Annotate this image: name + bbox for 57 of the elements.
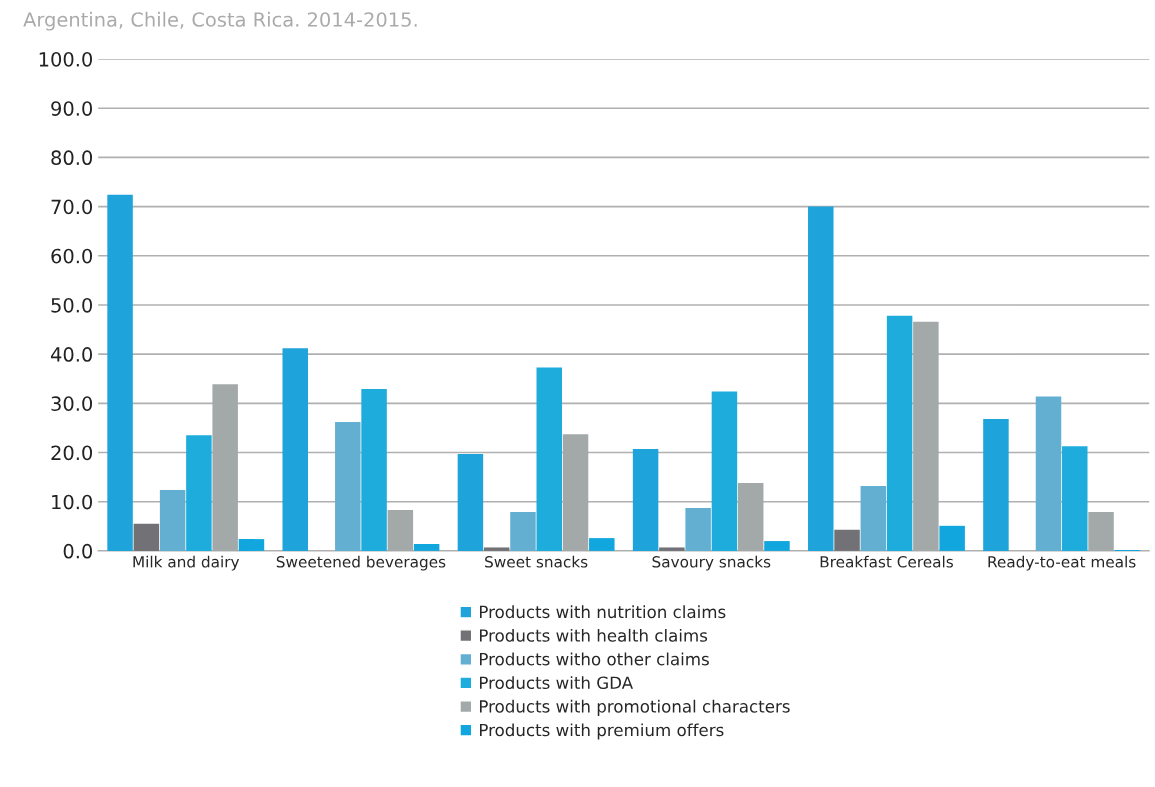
y-tick-label: 70.0 <box>51 199 93 215</box>
bar <box>133 523 160 551</box>
x-tick-label: Sweet snacks <box>485 555 588 568</box>
bar <box>1062 446 1088 551</box>
y-tick-label: 100.0 <box>39 51 93 67</box>
bar <box>659 547 685 551</box>
chart-title: Argentina, Chile, Costa Rica. 2014-2015. <box>23 11 417 31</box>
bar <box>860 485 887 551</box>
bar <box>1035 396 1062 551</box>
x-tick-label: Ready-to-eat meals <box>988 555 1136 571</box>
y-tick-label: 90.0 <box>51 101 93 116</box>
legend-label: Products with premium offers <box>479 723 724 740</box>
y-tick-label: 80.0 <box>51 150 93 166</box>
y-tick-label: 60.0 <box>51 248 93 264</box>
bar <box>413 544 440 551</box>
bar <box>808 206 834 551</box>
x-tick-label: Sweetened beverages <box>276 555 446 571</box>
bar <box>737 483 764 551</box>
bar <box>457 454 484 551</box>
bar <box>335 422 361 551</box>
bar <box>212 384 238 551</box>
bar <box>1088 512 1114 551</box>
bar <box>939 525 965 551</box>
bar <box>536 367 562 551</box>
bar <box>886 315 913 551</box>
y-tick-label: 0.0 <box>63 543 93 559</box>
bar <box>387 510 414 551</box>
bar <box>186 435 212 551</box>
legend-label: Products with nutrition claims <box>479 605 726 619</box>
bar <box>632 449 659 551</box>
bar <box>107 194 133 551</box>
y-tick-label: 30.0 <box>51 396 93 411</box>
bar <box>159 489 186 551</box>
bar <box>238 539 265 551</box>
bar <box>913 321 939 551</box>
bar <box>764 541 790 551</box>
bar <box>589 538 615 551</box>
bar <box>983 419 1009 551</box>
x-tick-label: Breakfast Cereals <box>820 555 953 568</box>
bar <box>711 391 738 551</box>
y-tick-label: 40.0 <box>50 347 93 362</box>
legend-label: Products witho other claims <box>479 652 709 666</box>
bar <box>483 547 510 551</box>
legend-label: Products with GDA <box>479 676 633 690</box>
x-tick-label: Savoury snacks <box>652 555 771 571</box>
bar <box>282 348 308 551</box>
legend-label: Products with health claims <box>479 628 708 642</box>
y-tick-label: 50.0 <box>51 297 93 313</box>
legend-label: Products with promotional characters <box>479 699 790 716</box>
bar <box>361 389 387 551</box>
bar <box>510 512 536 551</box>
y-tick-label: 20.0 <box>51 445 93 461</box>
bar <box>562 434 589 551</box>
y-tick-label: 10.0 <box>52 494 93 510</box>
bar <box>834 529 860 551</box>
bar <box>685 508 711 551</box>
x-tick-label: Milk and dairy <box>133 555 240 571</box>
